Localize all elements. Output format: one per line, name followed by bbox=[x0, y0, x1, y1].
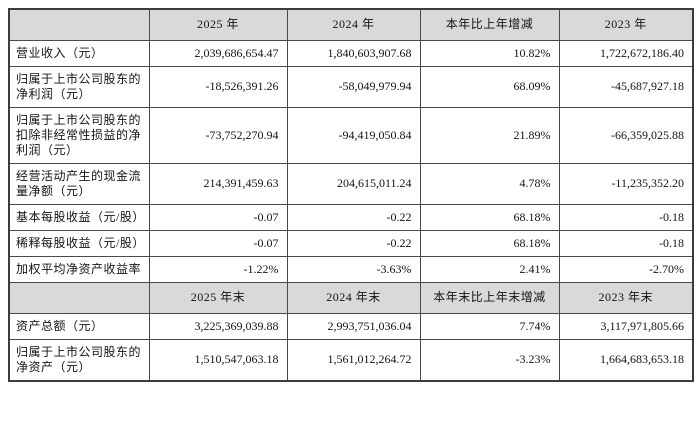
value-cell: 3,225,369,039.88 bbox=[148, 312, 288, 340]
value-cell: 7.74% bbox=[419, 312, 560, 340]
table-row: 经营活动产生的现金流量净额（元） 214,391,459.63 204,615,01… bbox=[8, 162, 694, 205]
row-label: 归属于上市公司股东的净利润（元） bbox=[8, 65, 150, 108]
table-row: 归属于上市公司股东的净资产（元） 1,510,547,063.18 1,561,01… bbox=[8, 338, 694, 381]
value-cell: 1,510,547,063.18 bbox=[148, 338, 288, 381]
value-cell: -0.22 bbox=[286, 203, 421, 231]
row-label: 稀释每股收益（元/股） bbox=[8, 229, 150, 257]
value-cell: 3,117,971,805.66 bbox=[558, 312, 694, 340]
table-header-row: 2025 年 2024 年本年比上年增减 2023 年 bbox=[8, 8, 694, 41]
header-cell: 2025 年末 bbox=[148, 281, 288, 314]
header-cell: 本年比上年增减 bbox=[419, 8, 560, 41]
value-cell: -1.22% bbox=[148, 255, 288, 283]
value-cell: 1,664,683,653.18 bbox=[558, 338, 694, 381]
table-row: 归属于上市公司股东的净利润（元） -18,526,391.26 -58,049,97… bbox=[8, 65, 694, 108]
table-row: 营业收入（元） 2,039,686,654.47 1,840,603,907.68 1… bbox=[8, 39, 694, 67]
value-cell: -73,752,270.94 bbox=[148, 106, 288, 164]
financial-summary-table-wrap: 2025 年 2024 年本年比上年增减 2023 年营业收入（元） 2,039,68… bbox=[8, 8, 694, 382]
value-cell: 10.82% bbox=[419, 39, 560, 67]
value-cell: -94,419,050.84 bbox=[286, 106, 421, 164]
header-cell: 2024 年末 bbox=[286, 281, 421, 314]
row-label: 基本每股收益（元/股） bbox=[8, 203, 150, 231]
financial-table-body: 2025 年 2024 年本年比上年增减 2023 年营业收入（元） 2,039,68… bbox=[8, 8, 694, 381]
value-cell: -2.70% bbox=[558, 255, 694, 283]
value-cell: 214,391,459.63 bbox=[148, 162, 288, 205]
value-cell: 68.09% bbox=[419, 65, 560, 108]
value-cell: -0.07 bbox=[148, 203, 288, 231]
table-row: 资产总额（元） 3,225,369,039.88 2,993,751,036.04 7… bbox=[8, 312, 694, 340]
value-cell: -0.07 bbox=[148, 229, 288, 257]
table-row: 归属于上市公司股东的扣除非经常性损益的净利润（元） -73,752,270.94-… bbox=[8, 106, 694, 164]
header-cell-empty bbox=[8, 281, 150, 314]
value-cell: 4.78% bbox=[419, 162, 560, 205]
value-cell: -58,049,979.94 bbox=[286, 65, 421, 108]
value-cell: -18,526,391.26 bbox=[148, 65, 288, 108]
value-cell: 204,615,011.24 bbox=[286, 162, 421, 205]
value-cell: 2,039,686,654.47 bbox=[148, 39, 288, 67]
value-cell: 1,561,012,264.72 bbox=[286, 338, 421, 381]
header-cell: 2024 年 bbox=[286, 8, 421, 41]
value-cell: 68.18% bbox=[419, 229, 560, 257]
value-cell: -11,235,352.20 bbox=[558, 162, 694, 205]
value-cell: -3.63% bbox=[286, 255, 421, 283]
value-cell: 1,722,672,186.40 bbox=[558, 39, 694, 67]
financial-summary-table: 2025 年 2024 年本年比上年增减 2023 年营业收入（元） 2,039,68… bbox=[8, 8, 694, 382]
row-label: 资产总额（元） bbox=[8, 312, 150, 340]
row-label: 营业收入（元） bbox=[8, 39, 150, 67]
value-cell: 1,840,603,907.68 bbox=[286, 39, 421, 67]
table-row: 稀释每股收益（元/股） -0.07 -0.22 68.18% -0.18 bbox=[8, 229, 694, 257]
value-cell: -0.18 bbox=[558, 203, 694, 231]
header-cell: 2023 年 bbox=[558, 8, 694, 41]
value-cell: 2,993,751,036.04 bbox=[286, 312, 421, 340]
table-row: 基本每股收益（元/股） -0.07 -0.22 68.18% -0.18 bbox=[8, 203, 694, 231]
value-cell: -0.22 bbox=[286, 229, 421, 257]
value-cell: 68.18% bbox=[419, 203, 560, 231]
value-cell: -45,687,927.18 bbox=[558, 65, 694, 108]
table-header-row: 2025 年末 2024 年末 本年末比上年末增减 2023 年末 bbox=[8, 281, 694, 314]
header-cell: 本年末比上年末增减 bbox=[419, 281, 560, 314]
value-cell: -3.23% bbox=[419, 338, 560, 381]
header-cell-empty bbox=[8, 8, 150, 41]
value-cell: 2.41% bbox=[419, 255, 560, 283]
row-label: 归属于上市公司股东的净资产（元） bbox=[8, 338, 150, 381]
header-cell: 2023 年末 bbox=[558, 281, 694, 314]
row-label: 经营活动产生的现金流量净额（元） bbox=[8, 162, 150, 205]
value-cell: -0.18 bbox=[558, 229, 694, 257]
value-cell: -66,359,025.88 bbox=[558, 106, 694, 164]
row-label: 加权平均净资产收益率 bbox=[8, 255, 150, 283]
table-row: 加权平均净资产收益率 -1.22% -3.63% 2.41% -2.70% bbox=[8, 255, 694, 283]
value-cell: 21.89% bbox=[419, 106, 560, 164]
header-cell: 2025 年 bbox=[148, 8, 288, 41]
row-label: 归属于上市公司股东的扣除非经常性损益的净利润（元） bbox=[8, 106, 150, 164]
